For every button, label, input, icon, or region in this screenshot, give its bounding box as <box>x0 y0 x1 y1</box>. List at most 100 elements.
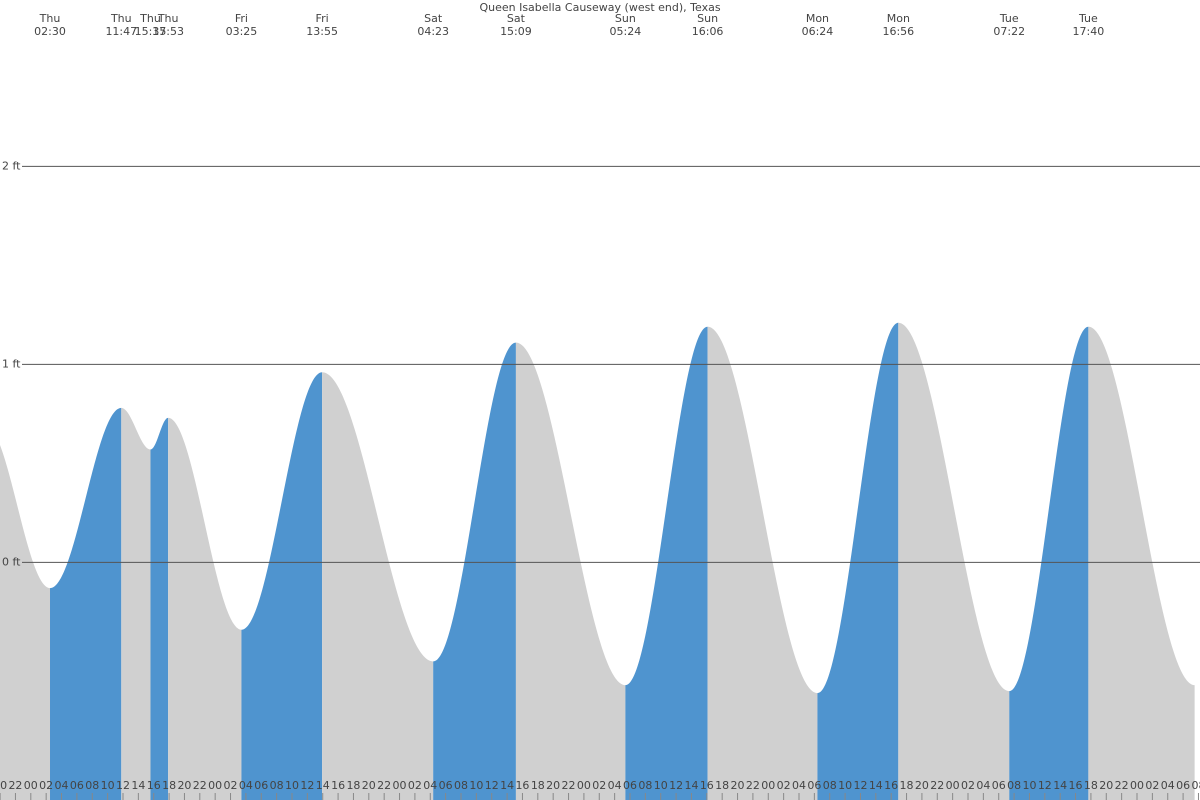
event-time: 02:30 <box>34 25 66 38</box>
x-tick-label: 00 <box>1130 779 1144 792</box>
x-tick-label: 12 <box>1038 779 1052 792</box>
event-time: 07:22 <box>993 25 1025 38</box>
event-day: Fri <box>235 12 248 25</box>
event-time: 05:24 <box>610 25 642 38</box>
x-tick-label: 10 <box>101 779 115 792</box>
x-tick-label: 22 <box>8 779 22 792</box>
event-day: Sun <box>615 12 636 25</box>
x-tick-label: 20 <box>1099 779 1113 792</box>
x-tick-label: 06 <box>1176 779 1190 792</box>
x-tick-label: 06 <box>623 779 637 792</box>
x-tick-label: 10 <box>1022 779 1036 792</box>
event-time: 15:35 <box>135 25 167 38</box>
x-tick-label: 04 <box>239 779 253 792</box>
x-tick-label: 06 <box>992 779 1006 792</box>
x-tick-label: 08 <box>638 779 652 792</box>
rising-tide <box>817 322 899 800</box>
event-day: Fri <box>316 12 329 25</box>
falling-tide <box>1088 326 1195 800</box>
x-tick-label: 22 <box>562 779 576 792</box>
falling-tide <box>0 445 51 800</box>
x-tick-label: 04 <box>55 779 69 792</box>
rising-tide <box>1009 326 1089 800</box>
x-tick-label: 02 <box>961 779 975 792</box>
event-day: Thu <box>39 12 61 25</box>
x-tick-label: 12 <box>485 779 499 792</box>
event-day: Mon <box>887 12 910 25</box>
x-tick-label: 16 <box>331 779 345 792</box>
event-day: Tue <box>999 12 1019 25</box>
x-tick-label: 08 <box>1191 779 1200 792</box>
x-tick-label: 16 <box>515 779 529 792</box>
x-tick-label: 02 <box>224 779 238 792</box>
x-tick-label: 00 <box>761 779 775 792</box>
x-tick-label: 14 <box>1053 779 1067 792</box>
x-tick-label: 04 <box>1161 779 1175 792</box>
x-tick-label: 08 <box>85 779 99 792</box>
x-tick-label: 18 <box>1084 779 1098 792</box>
event-day: Tue <box>1078 12 1098 25</box>
x-tick-label: 12 <box>116 779 130 792</box>
x-tick-label: 04 <box>792 779 806 792</box>
event-time: 13:55 <box>306 25 338 38</box>
event-day: Thu <box>157 12 179 25</box>
event-time: 17:40 <box>1073 25 1105 38</box>
x-tick-label: 10 <box>285 779 299 792</box>
x-tick-label: 12 <box>669 779 683 792</box>
x-tick-label: 02 <box>777 779 791 792</box>
rising-tide <box>50 407 122 800</box>
x-tick-label: 10 <box>654 779 668 792</box>
x-tick-label: 06 <box>807 779 821 792</box>
rising-tide <box>150 417 169 800</box>
x-tick-label: 16 <box>700 779 714 792</box>
x-tick-label: 12 <box>300 779 314 792</box>
x-tick-label: 00 <box>24 779 38 792</box>
event-time: 15:09 <box>500 25 532 38</box>
x-tick-label: 04 <box>976 779 990 792</box>
event-day: Mon <box>806 12 829 25</box>
x-tick-label: 20 <box>731 779 745 792</box>
y-tick-label: 2 ft <box>2 159 21 172</box>
x-tick-label: 16 <box>1069 779 1083 792</box>
x-tick-label: 18 <box>531 779 545 792</box>
x-tick-label: 04 <box>423 779 437 792</box>
x-tick-label: 16 <box>147 779 161 792</box>
x-tick-label: 22 <box>930 779 944 792</box>
chart-title: Queen Isabella Causeway (west end), Texa… <box>479 1 720 14</box>
x-tick-label: 02 <box>592 779 606 792</box>
x-tick-label: 14 <box>684 779 698 792</box>
x-tick-label: 22 <box>746 779 760 792</box>
event-time: 16:56 <box>882 25 914 38</box>
x-tick-label: 00 <box>946 779 960 792</box>
event-time: 06:24 <box>802 25 834 38</box>
event-time: 03:25 <box>226 25 258 38</box>
event-day: Sun <box>697 12 718 25</box>
x-tick-label: 14 <box>500 779 514 792</box>
x-tick-label: 00 <box>577 779 591 792</box>
event-time: 11:47 <box>105 25 137 38</box>
event-time: 04:23 <box>417 25 449 38</box>
x-tick-label: 06 <box>254 779 268 792</box>
y-tick-label: 0 ft <box>2 555 21 568</box>
x-tick-label: 10 <box>838 779 852 792</box>
falling-tide <box>121 407 151 800</box>
x-tick-label: 08 <box>823 779 837 792</box>
falling-tide <box>898 322 1010 800</box>
x-tick-label: 14 <box>869 779 883 792</box>
x-tick-label: 22 <box>1115 779 1129 792</box>
x-tick-label: 08 <box>270 779 284 792</box>
x-tick-label: 14 <box>316 779 330 792</box>
x-tick-label: 20 <box>0 779 7 792</box>
x-tick-label: 14 <box>131 779 145 792</box>
x-tick-label: 18 <box>715 779 729 792</box>
x-tick-label: 18 <box>162 779 176 792</box>
x-tick-label: 22 <box>377 779 391 792</box>
x-tick-label: 06 <box>439 779 453 792</box>
x-tick-label: 12 <box>853 779 867 792</box>
x-tick-label: 02 <box>39 779 53 792</box>
x-tick-label: 20 <box>177 779 191 792</box>
event-time: 16:06 <box>692 25 724 38</box>
event-day: Sat <box>424 12 443 25</box>
